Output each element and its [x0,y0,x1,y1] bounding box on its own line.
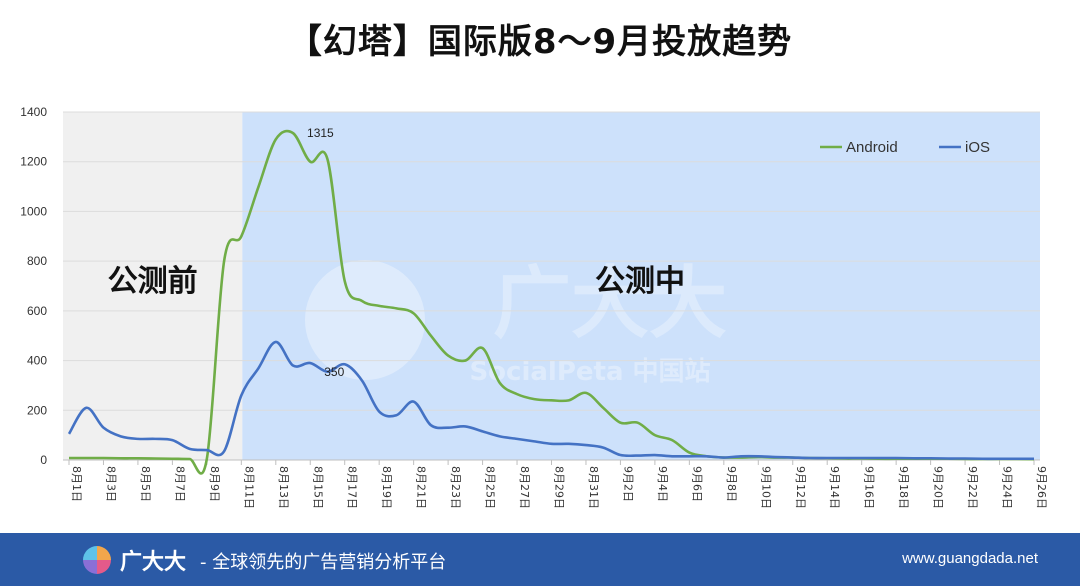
x-tick-label: 8月29日 [553,466,566,509]
x-tick-label: 8月19日 [380,466,393,509]
x-tick-label: 9月2日 [621,466,634,502]
watermark-logo-icon [305,260,425,380]
x-tick-label: 8月11日 [242,466,255,509]
x-tick-label: 8月17日 [346,466,359,509]
x-tick-label: 8月15日 [311,466,324,509]
footer-url[interactable]: www.guangdada.net [902,550,1038,567]
legend-label-ios: iOS [965,139,990,156]
x-tick-label: 8月31日 [587,466,600,509]
x-tick-label: 9月14日 [828,466,841,509]
x-tick-label: 9月6日 [690,466,703,502]
region-1-label: 公测中 [595,264,685,299]
watermark-text-en: SocialPeta 中国站 [469,357,710,387]
watermark: 广大大 SocialPeta 中国站 [305,259,727,387]
footer-brand: 广大大 [120,550,187,575]
x-tick-label: 8月13日 [277,466,290,509]
y-tick-label: 1200 [20,155,47,169]
x-tick-label: 9月26日 [1035,466,1048,509]
data-label-android: 1315 [307,126,334,140]
y-tick-label: 400 [27,354,47,368]
x-tick-label: 8月9日 [208,466,221,502]
x-tick-label: 8月21日 [415,466,428,509]
page-title: 【幻塔】国际版8～9月投放趋势 [287,22,793,62]
region-1-bg [242,112,1041,460]
footer-tagline: - 全球领先的广告营销分析平台 [200,552,447,573]
line-chart: 广大大 SocialPeta 中国站 0 200 400 600 800 1000 1200 1… [20,105,1048,509]
guangdada-logo-icon [83,546,111,574]
x-tick-label: 9月10日 [759,466,772,509]
x-tick-label: 9月16日 [863,466,876,509]
x-tick-label: 8月3日 [104,466,117,502]
x-tick-label: 9月20日 [932,466,945,509]
x-tick-label: 8月27日 [518,466,531,509]
x-tick-label: 9月22日 [966,466,979,509]
y-tick-label: 1400 [20,105,47,119]
y-tick-label: 800 [27,254,47,268]
legend: Android iOS [820,139,990,156]
y-tick-label: 1000 [20,204,47,218]
y-tick-label: 200 [27,403,47,417]
watermark-text-cn: 广大大 [493,259,727,349]
region-0-label: 公测前 [108,264,198,299]
x-tick-label: 9月18日 [897,466,910,509]
x-tick-label: 9月4日 [656,466,669,502]
footer-bar: 广大大 - 全球领先的广告营销分析平台 www.guangdada.net [0,533,1080,586]
legend-label-android: Android [846,139,898,156]
series-line-ios [67,340,1034,461]
x-tick-label: 9月8日 [725,466,738,502]
data-label-ios: 350 [324,365,344,379]
x-tick-label: 8月1日 [70,466,83,502]
x-tick-label: 9月24日 [1001,466,1014,509]
x-tick-label: 8月7日 [173,466,186,502]
y-tick-label: 600 [27,304,47,318]
x-tick-label: 8月23日 [449,466,462,509]
x-tick-label: 9月12日 [794,466,807,509]
y-tick-label: 0 [40,453,47,467]
x-tick-label: 8月5日 [139,466,152,502]
x-tick-label: 8月25日 [484,466,497,509]
